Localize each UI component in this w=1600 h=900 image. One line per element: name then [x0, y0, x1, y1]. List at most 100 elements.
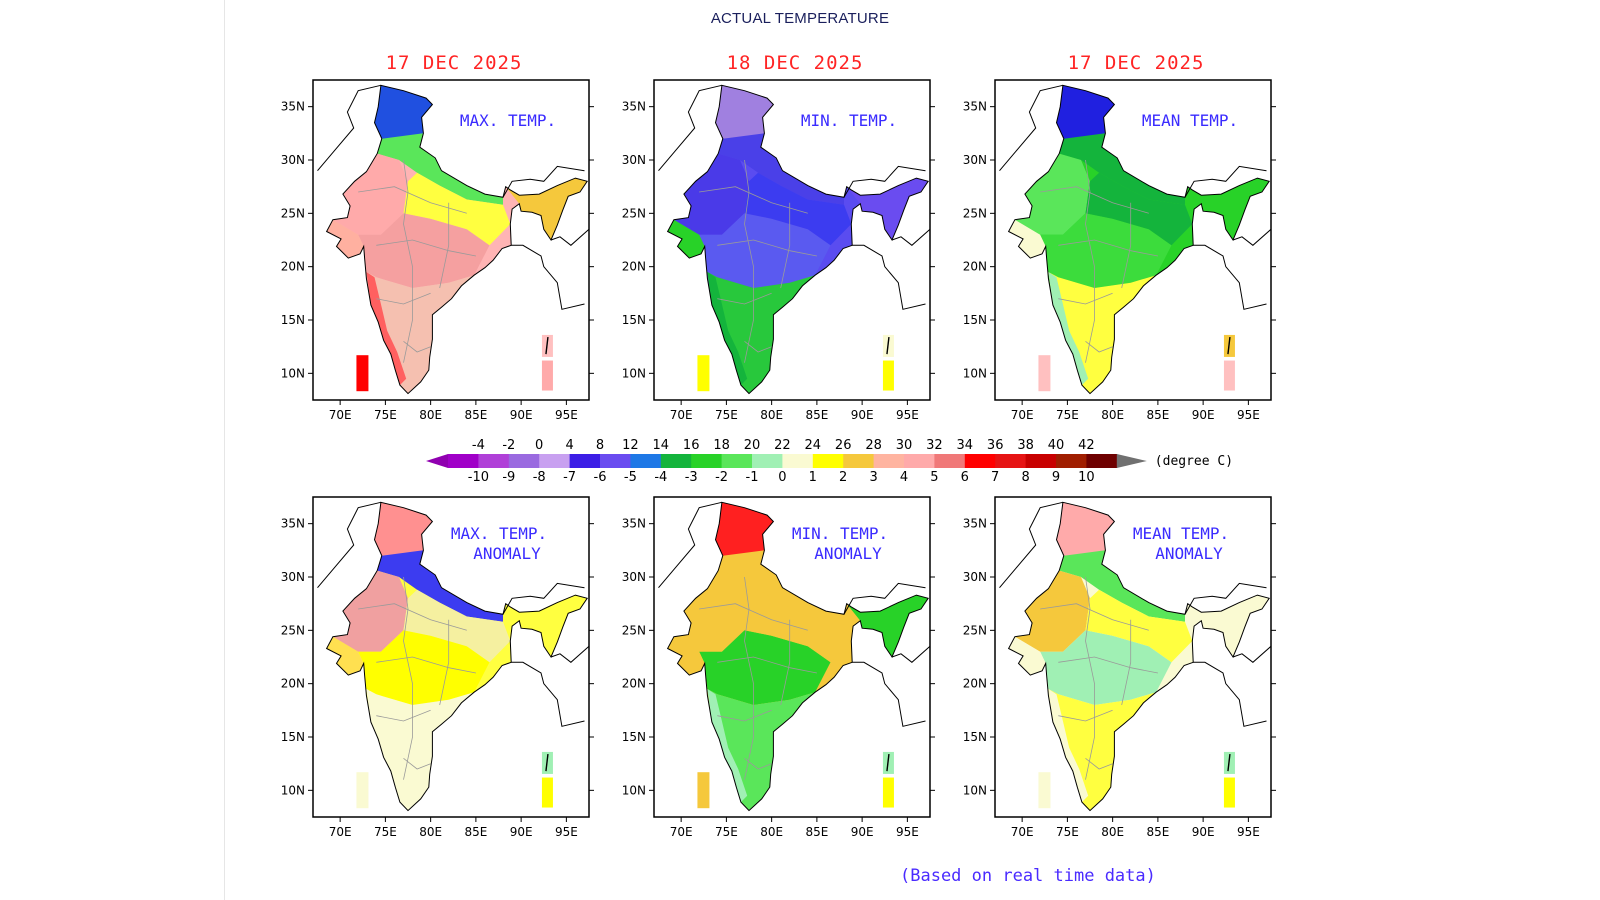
lon-label: 90E — [1192, 825, 1215, 839]
lon-label: 75E — [374, 825, 397, 839]
legend-unit: (degree C) — [1155, 454, 1233, 469]
panel-label: MEAN TEMP. — [1133, 524, 1229, 543]
legend-top-label: 30 — [896, 438, 913, 453]
legend-bottom-label: 4 — [900, 470, 908, 485]
region-central — [358, 213, 490, 288]
legend-top-label: 12 — [622, 438, 639, 453]
legend-top-label: 8 — [596, 438, 604, 453]
lon-label: 80E — [760, 825, 783, 839]
andaman-inset — [541, 777, 553, 808]
region-westcoast — [707, 272, 748, 386]
legend-swatch — [964, 454, 996, 468]
legend-bottom-label: 10 — [1078, 470, 1095, 485]
region-ne — [846, 178, 929, 240]
legend-swatch — [569, 454, 601, 468]
legend-swatch — [812, 454, 844, 468]
lon-label: 75E — [715, 825, 738, 839]
region-north — [1056, 502, 1115, 556]
legend-swatch — [904, 454, 935, 468]
region-central — [1040, 213, 1172, 288]
lakshadweep-inset — [356, 772, 369, 809]
lat-label: 15N — [281, 730, 305, 744]
region-ne — [1187, 595, 1270, 657]
lat-label: 30N — [281, 153, 305, 167]
legend-top-label: 34 — [957, 438, 974, 453]
legend-top-label: -2 — [502, 438, 515, 453]
lat-label: 15N — [963, 313, 987, 327]
region-nw — [1014, 570, 1090, 652]
lon-label: 75E — [1056, 825, 1079, 839]
lat-label: 25N — [281, 623, 305, 637]
map-panel-mina: 35N 30N 25N 20N 15N 10N 70E 75E 80E 85E 90E 95E MIN.… — [622, 496, 935, 839]
legend-bottom-label: -5 — [624, 470, 637, 485]
lat-label: 10N — [963, 366, 987, 380]
lat-label: 30N — [963, 570, 987, 584]
region-nw — [332, 153, 408, 235]
panel-label: MIN. TEMP. — [792, 524, 888, 543]
region-ne — [846, 595, 929, 657]
lon-label: 80E — [760, 408, 783, 422]
panel-date: 17 DEC 2025 — [385, 52, 523, 74]
page-title: ACTUAL TEMPERATURE — [710, 10, 890, 27]
india-outline — [1007, 84, 1271, 395]
legend-bottom-label: -3 — [685, 470, 698, 485]
lat-label: 15N — [963, 730, 987, 744]
lon-label: 70E — [1011, 825, 1034, 839]
panel-label: ANOMALY — [1155, 544, 1223, 563]
map-panel-min: 35N 30N 25N 20N 15N 10N 70E 75E 80E 85E 90E 95E MIN.… — [622, 79, 935, 422]
region-hills — [718, 133, 844, 205]
lakshadweep-inset — [1038, 355, 1051, 392]
lon-label: 95E — [896, 408, 919, 422]
lat-label: 35N — [963, 517, 987, 531]
region-gangetic — [403, 172, 511, 246]
lon-label: 95E — [555, 825, 578, 839]
lat-label: 20N — [963, 677, 987, 691]
lat-label: 20N — [622, 260, 646, 274]
panel-label: ANOMALY — [473, 544, 541, 563]
page-divider — [224, 0, 225, 900]
region-central — [699, 213, 831, 288]
lon-label: 90E — [851, 408, 874, 422]
region-north — [374, 502, 433, 556]
legend-swatch — [539, 454, 571, 468]
legend-swatch — [691, 454, 723, 468]
lat-label: 35N — [281, 517, 305, 531]
lon-label: 95E — [1237, 825, 1260, 839]
region-hills — [377, 133, 503, 205]
legend-top-label: 4 — [565, 438, 573, 453]
legend-bottom-label: -4 — [654, 470, 667, 485]
lat-label: 35N — [622, 100, 646, 114]
legend-swatch — [448, 454, 479, 468]
andaman-inset — [882, 360, 894, 391]
legend-top-label: 16 — [683, 438, 700, 453]
region-ne — [1187, 178, 1270, 240]
lon-label: 85E — [805, 408, 828, 422]
lon-label: 75E — [374, 408, 397, 422]
map-panel-max: 35N 30N 25N 20N 15N 10N 70E 75E 80E 85E 90E 95E MAX.… — [281, 79, 594, 422]
lat-label: 35N — [963, 100, 987, 114]
legend-swatch — [508, 454, 540, 468]
region-guj — [326, 636, 364, 676]
map-panel-meana: 35N 30N 25N 20N 15N 10N 70E 75E 80E 85E 90E 95E MEAN… — [963, 496, 1276, 839]
region-gangetic — [744, 589, 852, 663]
color-legend: -4 -2 0 4 8 12 14 16 18 20 22 24 26 28 30 32 34 36 38 40 42-… — [426, 438, 1233, 485]
lat-label: 15N — [281, 313, 305, 327]
lon-label: 70E — [329, 408, 352, 422]
lon-label: 85E — [1146, 825, 1169, 839]
lon-label: 80E — [1101, 825, 1124, 839]
region-central — [358, 630, 490, 705]
andaman-inset — [541, 360, 553, 391]
lat-label: 30N — [963, 153, 987, 167]
lat-label: 25N — [963, 206, 987, 220]
panel-date: 18 DEC 2025 — [726, 52, 864, 74]
panel-label: ANOMALY — [814, 544, 882, 563]
legend-bottom-label: 1 — [809, 470, 817, 485]
lat-label: 30N — [622, 153, 646, 167]
legend-swatch — [721, 454, 753, 468]
region-westcoast — [1048, 689, 1089, 803]
legend-bottom-label: 9 — [1052, 470, 1060, 485]
lon-label: 75E — [715, 408, 738, 422]
region-gangetic — [1085, 589, 1193, 663]
region-ne — [505, 178, 588, 240]
india-outline — [1007, 501, 1271, 812]
